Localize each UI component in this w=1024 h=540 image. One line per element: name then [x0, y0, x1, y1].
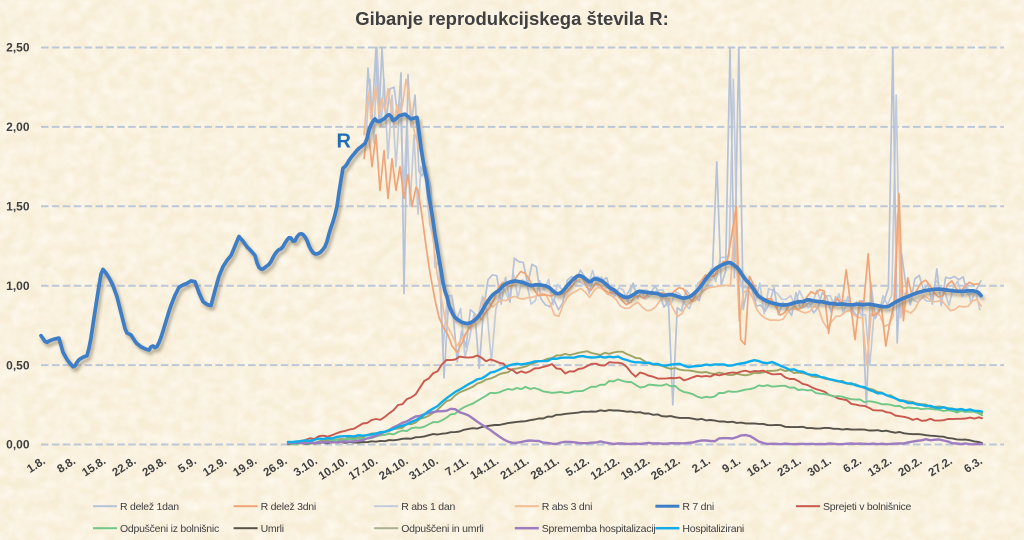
- svg-text:14.11.: 14.11.: [468, 455, 501, 482]
- svg-text:21.11.: 21.11.: [499, 455, 532, 482]
- svg-text:27.2.: 27.2.: [927, 455, 955, 479]
- svg-text:9.1.: 9.1.: [720, 455, 743, 476]
- svg-text:2,50: 2,50: [6, 41, 30, 55]
- svg-text:Sprejeti v bolnišnice: Sprejeti v bolnišnice: [823, 501, 912, 513]
- svg-text:R abs 1 dan: R abs 1 dan: [401, 501, 455, 513]
- svg-text:1.8.: 1.8.: [25, 455, 48, 476]
- svg-text:20.2.: 20.2.: [896, 455, 924, 479]
- svg-text:23.1.: 23.1.: [776, 455, 804, 479]
- svg-text:2.1.: 2.1.: [690, 455, 713, 476]
- svg-text:19.9.: 19.9.: [231, 455, 259, 479]
- svg-text:Gibanje reprodukcijskega števi: Gibanje reprodukcijskega števila R:: [355, 8, 669, 29]
- svg-text:12.12.: 12.12.: [589, 455, 622, 482]
- svg-text:1,00: 1,00: [6, 279, 30, 293]
- svg-text:29.8.: 29.8.: [141, 455, 169, 479]
- svg-text:0,00: 0,00: [6, 438, 30, 452]
- svg-text:7.11.: 7.11.: [443, 455, 470, 479]
- svg-text:19.12.: 19.12.: [619, 455, 652, 482]
- svg-text:24.10.: 24.10.: [377, 455, 410, 482]
- svg-text:8.8.: 8.8.: [55, 455, 78, 476]
- svg-text:0,50: 0,50: [6, 358, 30, 372]
- svg-text:22.8.: 22.8.: [110, 455, 138, 479]
- svg-text:5.9.: 5.9.: [176, 455, 199, 476]
- svg-text:Odpuščeni in umrli: Odpuščeni in umrli: [401, 523, 483, 535]
- svg-text:1,50: 1,50: [6, 200, 30, 214]
- svg-text:3.10.: 3.10.: [292, 455, 320, 479]
- svg-text:10.10.: 10.10.: [317, 455, 350, 482]
- svg-text:R abs 3 dni: R abs 3 dni: [542, 501, 592, 513]
- svg-text:6.3.: 6.3.: [962, 455, 985, 476]
- svg-text:Sprememba hospitalizacij: Sprememba hospitalizacij: [542, 523, 656, 535]
- svg-text:R 7 dni: R 7 dni: [682, 501, 714, 513]
- svg-text:28.11.: 28.11.: [529, 455, 562, 482]
- svg-text:30.1.: 30.1.: [806, 455, 834, 479]
- svg-text:Umrli: Umrli: [261, 523, 284, 535]
- svg-text:2,00: 2,00: [6, 120, 30, 134]
- svg-text:R delež 1dan: R delež 1dan: [120, 501, 179, 513]
- svg-text:26.9.: 26.9.: [262, 455, 290, 479]
- svg-text:Odpuščeni iz bolnišnic: Odpuščeni iz bolnišnic: [120, 523, 219, 535]
- svg-text:31.10.: 31.10.: [407, 455, 440, 482]
- svg-text:15.8.: 15.8.: [80, 455, 108, 479]
- svg-text:13.2.: 13.2.: [866, 455, 894, 479]
- svg-text:16.1.: 16.1.: [745, 455, 773, 479]
- svg-text:17.10.: 17.10.: [347, 455, 380, 482]
- svg-text:26.12.: 26.12.: [649, 455, 682, 482]
- svg-text:5.12.: 5.12.: [564, 455, 592, 479]
- svg-text:R delež 3dni: R delež 3dni: [261, 501, 316, 513]
- svg-text:Hospitalizirani: Hospitalizirani: [682, 523, 744, 535]
- svg-text:6.2.: 6.2.: [841, 455, 864, 476]
- svg-text:R: R: [337, 131, 352, 153]
- svg-text:12.9.: 12.9.: [201, 455, 229, 479]
